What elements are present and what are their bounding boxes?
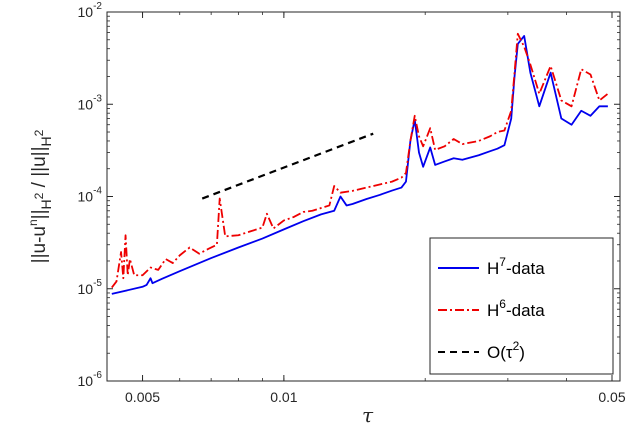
- legend-label-base: H: [487, 259, 499, 278]
- y-tick-label: 10-5: [78, 278, 103, 297]
- legend-label-1: H6-data: [487, 297, 545, 320]
- y-label-part: ||u-u: [29, 226, 50, 263]
- y-tick-exponent: -4: [93, 186, 102, 197]
- legend-label-rest: ): [519, 343, 525, 362]
- y-tick-base: 10: [78, 373, 94, 389]
- y-label-part: H: [38, 136, 54, 146]
- y-label-part: H: [38, 199, 54, 209]
- y-label-part: n: [26, 219, 40, 226]
- legend: H7-data H6-data O(τ2): [430, 238, 613, 374]
- y-tick-exponent: -3: [93, 93, 102, 104]
- y-tick-label: 10-3: [78, 93, 103, 112]
- y-axis-label: ||u-un||H2 / ||u||H2: [26, 129, 54, 263]
- legend-label-0: H7-data: [487, 255, 545, 278]
- y-label-part: 2: [32, 129, 46, 136]
- y-tick-exponent: -5: [93, 278, 102, 289]
- y-tick-base: 10: [78, 189, 94, 205]
- legend-label-2: O(τ2): [487, 339, 525, 362]
- y-tick-base: 10: [78, 96, 94, 112]
- y-tick-label: 10-4: [78, 186, 103, 205]
- x-axis-label: τ: [362, 403, 374, 427]
- x-tick-label: 0.01: [270, 389, 297, 405]
- y-label-part: / ||u||: [29, 146, 50, 192]
- y-label-part: ||: [29, 209, 50, 219]
- x-tick-label: 0.05: [598, 389, 625, 405]
- y-tick-label: 10-6: [78, 370, 103, 389]
- y-tick-base: 10: [78, 4, 94, 20]
- y-tick-label: 10-2: [78, 1, 103, 20]
- y-tick-base: 10: [78, 281, 94, 297]
- x-tick-label: 0.005: [125, 389, 160, 405]
- y-tick-exponent: -6: [93, 370, 102, 381]
- legend-label-rest: -data: [506, 301, 545, 320]
- legend-label-rest: -data: [506, 259, 545, 278]
- legend-label-base: H: [487, 301, 499, 320]
- legend-label-base: O(τ: [487, 343, 513, 362]
- y-tick-exponent: -2: [93, 1, 102, 12]
